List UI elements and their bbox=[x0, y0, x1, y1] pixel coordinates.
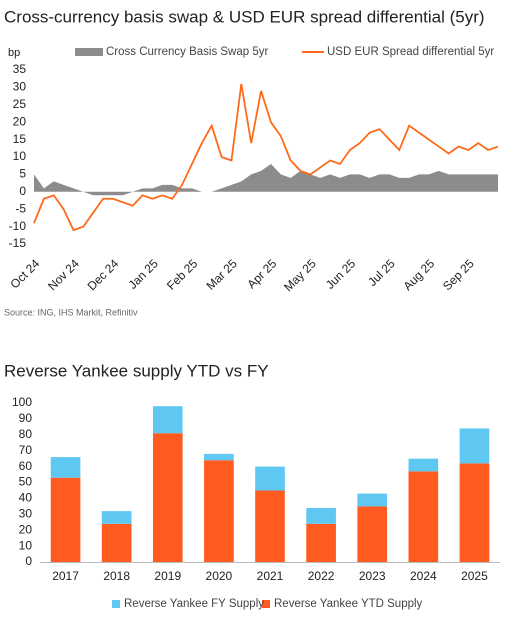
x-tick-label: Aug 25 bbox=[400, 256, 437, 293]
x-tick-label: 2018 bbox=[103, 569, 130, 583]
x-tick-label: Feb 25 bbox=[164, 256, 201, 293]
bar bbox=[50, 477, 81, 562]
y-tick-label: 20 bbox=[19, 522, 33, 536]
bar bbox=[306, 523, 336, 562]
y-tick-label: 90 bbox=[19, 411, 33, 425]
x-tick-label: Nov 24 bbox=[45, 256, 82, 293]
y-tick-label: 25 bbox=[13, 97, 27, 111]
x-tick-label: 2025 bbox=[461, 569, 488, 583]
y-tick-label: -15 bbox=[9, 236, 27, 250]
bar bbox=[152, 433, 183, 562]
x-tick-label: Apr 25 bbox=[244, 256, 279, 291]
x-tick-label: Jun 25 bbox=[323, 256, 359, 292]
y-tick-label: 10 bbox=[13, 149, 27, 163]
bar bbox=[459, 428, 490, 464]
x-tick-label: Dec 24 bbox=[85, 256, 122, 293]
x-tick-label: Jan 25 bbox=[125, 256, 161, 292]
y-tick-label: 35 bbox=[13, 62, 27, 76]
bar bbox=[204, 460, 234, 562]
bar bbox=[357, 506, 388, 562]
x-tick-label: Mar 25 bbox=[203, 256, 240, 293]
bar bbox=[306, 507, 336, 524]
y-tick-label: 60 bbox=[19, 459, 33, 473]
bar bbox=[255, 490, 285, 562]
x-tick-label: 2021 bbox=[257, 569, 284, 583]
y-axis-label: bp bbox=[8, 47, 20, 59]
bar bbox=[408, 471, 439, 562]
bar bbox=[50, 457, 81, 478]
y-tick-label: 30 bbox=[13, 80, 27, 94]
legend-label: Reverse Yankee YTD Supply bbox=[274, 598, 423, 610]
x-tick-label: Oct 24 bbox=[7, 256, 42, 291]
chart-title: Cross-currency basis swap & USD EUR spre… bbox=[4, 7, 485, 26]
line bbox=[33, 83, 499, 232]
bar bbox=[101, 523, 132, 562]
legend-swatch bbox=[112, 600, 120, 608]
chart-title: Reverse Yankee supply YTD vs FY bbox=[4, 361, 269, 380]
y-tick-label: 70 bbox=[19, 443, 33, 457]
y-tick-label: 50 bbox=[19, 475, 33, 489]
legend-label: Cross Currency Basis Swap 5yr bbox=[106, 46, 268, 58]
x-tick-label: Sep 25 bbox=[440, 256, 477, 293]
x-tick-label: May 25 bbox=[281, 256, 319, 294]
area bbox=[34, 163, 498, 196]
x-tick-label: 2024 bbox=[410, 569, 437, 583]
legend-swatch bbox=[262, 600, 270, 608]
y-tick-label: -10 bbox=[9, 219, 27, 233]
legend-label: Reverse Yankee FY Supply bbox=[124, 598, 264, 610]
bar bbox=[101, 511, 132, 524]
legend-label: USD EUR Spread differential 5yr bbox=[327, 46, 494, 58]
y-tick-label: 100 bbox=[12, 395, 32, 409]
y-tick-label: 10 bbox=[19, 538, 33, 552]
y-tick-label: 15 bbox=[13, 132, 27, 146]
x-tick-label: 2023 bbox=[359, 569, 386, 583]
y-tick-label: 40 bbox=[19, 491, 33, 505]
x-tick-label: Jul 25 bbox=[365, 256, 398, 289]
x-tick-label: 2019 bbox=[154, 569, 181, 583]
y-tick-label: 0 bbox=[25, 554, 32, 568]
x-tick-label: 2022 bbox=[308, 569, 335, 583]
bar bbox=[152, 406, 183, 434]
y-tick-label: 80 bbox=[19, 427, 33, 441]
source: Source: ING, IHS Markit, Refinitiv bbox=[4, 307, 138, 317]
x-tick-label: 2017 bbox=[52, 569, 79, 583]
legend-swatch bbox=[75, 48, 103, 56]
y-tick-label: -5 bbox=[15, 201, 26, 215]
bar bbox=[255, 466, 285, 491]
bar bbox=[408, 458, 439, 472]
y-tick-label: 0 bbox=[19, 184, 26, 198]
bar bbox=[459, 463, 490, 562]
x-tick-label: 2020 bbox=[206, 569, 233, 583]
y-tick-label: 5 bbox=[19, 167, 26, 181]
bar bbox=[204, 453, 234, 461]
y-tick-label: 30 bbox=[19, 506, 33, 520]
y-tick-label: 20 bbox=[13, 114, 27, 128]
bar bbox=[357, 493, 388, 507]
